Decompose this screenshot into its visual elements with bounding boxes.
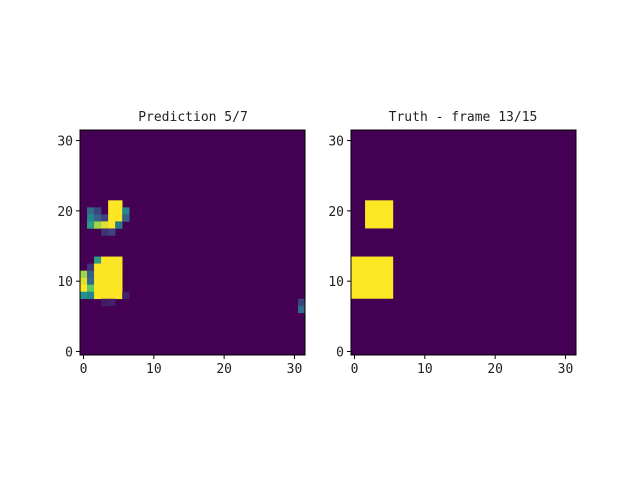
y-tick-label: 10 bbox=[328, 275, 344, 290]
heatmap-cell bbox=[101, 214, 109, 222]
x-tick-label: 20 bbox=[216, 362, 232, 377]
heatmap-cell bbox=[108, 291, 116, 300]
heatmap-cell bbox=[101, 256, 109, 264]
prediction-heatmap bbox=[80, 130, 306, 355]
heatmap-cell bbox=[115, 270, 123, 278]
x-tick-label: 30 bbox=[558, 362, 574, 377]
heatmap-cell bbox=[101, 284, 109, 293]
heatmap-cell bbox=[108, 214, 116, 222]
heatmap-cell bbox=[80, 291, 88, 300]
heatmap-cell bbox=[115, 263, 123, 271]
heatmap-background bbox=[80, 130, 305, 355]
x-tick-label: 0 bbox=[80, 362, 88, 377]
x-tick-label: 20 bbox=[487, 362, 503, 377]
heatmap-cell bbox=[87, 263, 95, 271]
axes-frame bbox=[79, 129, 306, 356]
y-tick-label: 0 bbox=[65, 345, 73, 360]
heatmap-block bbox=[365, 200, 394, 229]
heatmap-cell bbox=[297, 298, 306, 307]
truth-heatmap bbox=[351, 130, 576, 355]
heatmap-cell bbox=[108, 207, 116, 215]
heatmap-cell bbox=[94, 221, 102, 229]
heatmap-background bbox=[351, 130, 576, 355]
x-tick-label: 10 bbox=[417, 362, 433, 377]
heatmap-cell bbox=[87, 291, 95, 300]
heatmap-cell bbox=[94, 291, 102, 300]
heatmap-cell bbox=[101, 221, 109, 229]
y-tick-label: 0 bbox=[336, 345, 344, 360]
heatmap-cell bbox=[101, 228, 109, 236]
heatmap-cell bbox=[94, 284, 102, 293]
heatmap-cell bbox=[94, 256, 102, 264]
heatmap-cell bbox=[87, 284, 95, 293]
heatmap-cell bbox=[94, 263, 102, 271]
heatmap-cell bbox=[87, 270, 95, 278]
heatmap-cell bbox=[122, 207, 130, 215]
heatmap-cell bbox=[101, 298, 109, 307]
heatmap-cell bbox=[297, 305, 306, 314]
heatmap-cell bbox=[122, 214, 130, 222]
heatmap-cell bbox=[87, 207, 95, 215]
heatmap-cell bbox=[108, 221, 116, 229]
heatmap-cell bbox=[87, 221, 95, 229]
heatmap-cell bbox=[80, 277, 88, 285]
heatmap-cell bbox=[115, 291, 123, 300]
y-tick-label: 20 bbox=[328, 205, 344, 220]
axes-frame bbox=[350, 129, 577, 356]
y-tick-label: 30 bbox=[57, 135, 73, 150]
heatmap-cell bbox=[108, 277, 116, 285]
heatmap-cell bbox=[108, 256, 116, 264]
heatmap-cell bbox=[115, 284, 123, 293]
heatmap-cell bbox=[94, 207, 102, 215]
heatmap-cell bbox=[94, 277, 102, 285]
heatmap-cell bbox=[101, 263, 109, 271]
heatmap-cell bbox=[108, 228, 116, 236]
x-tick-label: 30 bbox=[287, 362, 303, 377]
heatmap-cell bbox=[115, 214, 123, 222]
y-tick-label: 30 bbox=[328, 135, 344, 150]
heatmap-cell bbox=[115, 221, 123, 229]
prediction-title: Prediction 5/7 bbox=[138, 110, 248, 125]
heatmap-cell bbox=[115, 200, 123, 208]
heatmap-cell bbox=[87, 214, 95, 222]
y-tick-label: 20 bbox=[57, 205, 73, 220]
heatmap-cell bbox=[122, 291, 130, 300]
heatmap-cell bbox=[108, 263, 116, 271]
x-tick-label: 0 bbox=[351, 362, 359, 377]
heatmap-cell bbox=[108, 270, 116, 278]
heatmap-cell bbox=[108, 200, 116, 208]
heatmap-cell bbox=[101, 291, 109, 300]
heatmap-cell bbox=[115, 207, 123, 215]
prediction-panel: Prediction 5/7 0 10 20 30 0 10 20 30 bbox=[57, 110, 306, 377]
heatmap-cell bbox=[108, 298, 116, 307]
heatmap-cell bbox=[101, 270, 109, 278]
heatmap-cell bbox=[115, 277, 123, 285]
truth-panel: Truth - frame 13/15 0 10 20 30 0 10 20 30 bbox=[328, 110, 577, 377]
y-tick-label: 10 bbox=[57, 275, 73, 290]
heatmap-cell bbox=[80, 270, 88, 278]
heatmap-cell bbox=[108, 284, 116, 293]
truth-title: Truth - frame 13/15 bbox=[389, 110, 538, 125]
x-tick-label: 10 bbox=[146, 362, 162, 377]
heatmap-cell bbox=[94, 270, 102, 278]
truth-axes: 0 10 20 30 0 10 20 30 bbox=[328, 129, 577, 377]
heatmap-cell bbox=[80, 284, 88, 293]
heatmap-cell bbox=[87, 277, 95, 285]
heatmap-block bbox=[351, 256, 394, 299]
heatmap-cell bbox=[115, 256, 123, 264]
prediction-axes: 0 10 20 30 0 10 20 30 bbox=[57, 129, 306, 377]
heatmap-cell bbox=[101, 277, 109, 285]
heatmap-cell bbox=[94, 214, 102, 222]
